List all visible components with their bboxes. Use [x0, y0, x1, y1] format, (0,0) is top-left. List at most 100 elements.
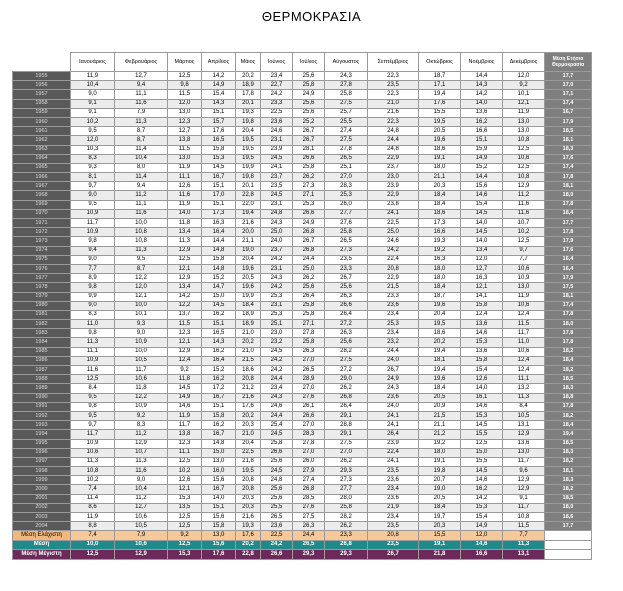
annual-mean-cell: 17,4: [544, 162, 592, 174]
year-cell: 1986: [12, 355, 71, 367]
temperature-cell: 25,6: [292, 70, 325, 82]
annual-mean-cell: 18,4: [544, 208, 592, 220]
temperature-cell: 12,0: [114, 282, 168, 293]
temperature-cell: 28,8: [324, 420, 368, 431]
page-title: ΘΕΡΜΟΚΡΑΣΙΑ: [261, 9, 362, 24]
temperature-cell: 25,6: [324, 337, 368, 348]
temperature-cell: 16,5: [201, 135, 236, 146]
table-row: 2004 8,8 10,5 12,5 15,8 19,3 23,6 26,3 26,2 23,5 2…: [12, 521, 592, 532]
annual-mean-cell: 17,8: [544, 328, 592, 339]
annual-mean-cell: 17,8: [544, 199, 592, 210]
temperature-cell: 23,9: [260, 144, 293, 155]
temperature-cell: 20,3: [235, 493, 261, 504]
temperature-cell: 23,3: [260, 98, 293, 109]
temperature-cell: 18,6: [418, 144, 461, 155]
temperature-cell: 25,8: [292, 309, 325, 321]
summary-cell: 7,7: [502, 530, 545, 541]
temperature-cell: 26,6: [292, 208, 325, 220]
temperature-cell: 15,2: [460, 162, 503, 174]
temperature-cell: 26,8: [292, 245, 325, 256]
table-row: 1981 8,3 10,1 13,7 16,2 18,9 25,3 25,8 26,4 23,4 2…: [12, 309, 592, 321]
temperature-cell: 26,8: [292, 227, 325, 238]
temperature-cell: 9,8: [70, 236, 115, 247]
temperature-cell: 25,8: [292, 162, 325, 174]
temperature-cell: 20,2: [418, 337, 461, 348]
table-row: 2002 8,6 12,7 13,5 15,1 20,3 25,5 27,6 25,8 21,9 1…: [12, 502, 592, 514]
temperature-cell: 11,4: [114, 172, 168, 183]
temperature-cell: 12,9: [502, 181, 545, 192]
column-header: Μάιος: [235, 52, 261, 72]
temperature-cell: 14,9: [460, 521, 503, 532]
temperature-cell: 25,0: [367, 227, 419, 238]
temperature-cell: 18,6: [235, 364, 261, 376]
temperature-cell: 9,5: [114, 254, 168, 265]
temperature-cell: 8,1: [70, 172, 115, 183]
temperature-cell: 12,9: [502, 484, 545, 495]
annual-mean-cell: 17,8: [544, 337, 592, 348]
temperature-cell: 10,4: [114, 153, 168, 164]
temperature-cell: 16,2: [460, 484, 503, 495]
temperature-cell: 18,4: [418, 199, 461, 210]
temperature-cell: 24,5: [260, 429, 293, 440]
column-header: Αύγουστος: [324, 52, 368, 72]
temperature-cell: 10,4: [70, 80, 115, 91]
temperature-cell: 8,4: [502, 401, 545, 412]
temperature-cell: 11,8: [167, 374, 202, 385]
summary-label: Μέση Ελάχιστη: [12, 530, 71, 541]
table-row: 1985 11,1 10,0 12,9 16,2 21,0 24,5 26,3 28,2 24,4…: [12, 346, 592, 357]
temperature-cell: 15,1: [201, 401, 236, 412]
temperature-cell: 17,6: [201, 126, 236, 137]
temperature-cell: 14,0: [460, 217, 503, 229]
temperature-cell: 10,1: [502, 89, 545, 100]
temperature-cell: 12,4: [502, 364, 545, 376]
temperature-cell: 10,0: [114, 217, 168, 229]
temperature-cell: 10,5: [114, 521, 168, 532]
temperature-cell: 13,6: [502, 438, 545, 449]
temperature-cell: 12,9: [167, 245, 202, 256]
table-row: 1958 9,1 11,6 12,0 14,3 20,1 23,3 25,6 27,5 21,0 1…: [12, 98, 592, 109]
annual-mean-cell: 18,5: [544, 493, 592, 504]
temperature-cell: 9,0: [114, 475, 168, 486]
temperature-cell: 11,3: [114, 116, 168, 128]
temperature-cell: 11,2: [114, 190, 168, 201]
year-cell: 2001: [12, 493, 71, 504]
year-cell: 1993: [12, 420, 71, 431]
temperature-cell: 25,8: [292, 337, 325, 348]
temperature-cell: 23,1: [260, 135, 293, 146]
temperature-cell: 11,7: [114, 364, 168, 376]
summary-cell: 20,2: [235, 539, 261, 551]
temperature-cell: 7,4: [70, 484, 115, 495]
temperature-cell: 14,6: [460, 328, 503, 339]
summary-cell: 29,3: [324, 549, 368, 560]
temperature-cell: 13,6: [460, 346, 503, 357]
temperature-cell: 16,5: [201, 328, 236, 339]
temperature-cell: 9,2: [114, 410, 168, 422]
temperature-cell: 10,8: [502, 172, 545, 183]
temperature-cell: 11,5: [502, 319, 545, 330]
table-row: 1970 10,9 11,6 14,0 17,3 19,4 24,8 26,6 27,7 24,1…: [12, 208, 592, 220]
temperature-cell: 14,5: [201, 300, 236, 311]
temperature-cell: 23,6: [260, 116, 293, 128]
summary-cell: 20,8: [367, 530, 419, 541]
temperature-cell: 25,0: [292, 263, 325, 275]
temperature-cell: 14,8: [201, 263, 236, 275]
temperature-cell: 26,6: [260, 447, 293, 458]
temperature-cell: 15,1: [201, 199, 236, 210]
temperature-cell: 8,4: [70, 383, 115, 394]
temperature-cell: 11,0: [502, 337, 545, 348]
temperature-cell: 11,4: [114, 144, 168, 155]
annual-mean-cell: 18,6: [544, 511, 592, 523]
temperature-cell: 25,3: [260, 291, 293, 302]
temperature-cell: 24,5: [260, 346, 293, 357]
table-row: 1963 10,3 11,4 11,5 15,8 19,5 23,9 28,1 27,8 24,8…: [12, 144, 592, 155]
temperature-cell: 26,4: [324, 309, 368, 321]
temperature-cell: 10,2: [502, 227, 545, 238]
temperature-cell: 9,0: [70, 300, 115, 311]
temperature-cell: 24,5: [260, 190, 293, 201]
table-row: 2001 11,4 11,2 15,3 14,0 20,3 25,6 28,5 28,0 23,6…: [12, 493, 592, 504]
year-cell: 1970: [12, 208, 71, 220]
summary-cell: 13,0: [201, 530, 236, 541]
temperature-cell: 27,8: [292, 328, 325, 339]
temperature-cell: 21,2: [235, 383, 261, 394]
temperature-cell: 9,2: [167, 364, 202, 376]
